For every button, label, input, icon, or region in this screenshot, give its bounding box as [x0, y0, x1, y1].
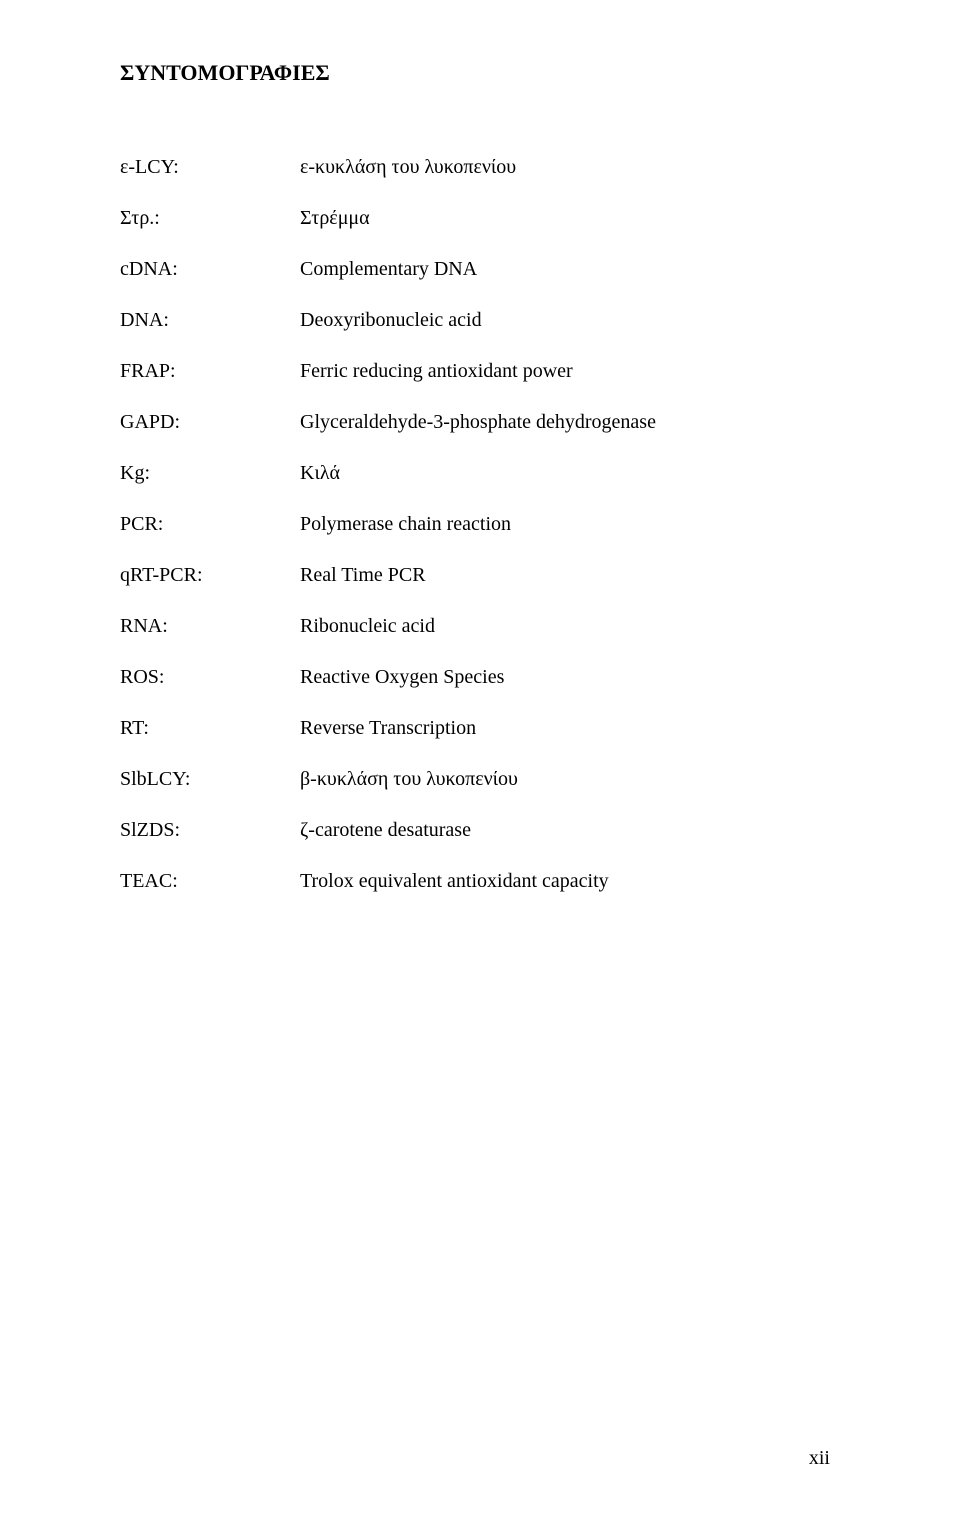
list-item: DNA: Deoxyribonucleic acid [120, 309, 840, 332]
abbr-term: qRT-PCR: [120, 564, 300, 587]
list-item: PCR: Polymerase chain reaction [120, 513, 840, 536]
abbr-definition: Real Time PCR [300, 564, 840, 587]
abbr-term: Στρ.: [120, 207, 300, 230]
abbr-term: GAPD: [120, 411, 300, 434]
list-item: ε-LCY: ε-κυκλάση του λυκοπενίου [120, 156, 840, 179]
page-number: xii [809, 1447, 830, 1470]
list-item: GAPD: Glyceraldehyde-3-phosphate dehydro… [120, 411, 840, 434]
abbr-definition: Στρέμμα [300, 207, 840, 230]
page-title: ΣΥΝΤΟΜΟΓΡΑΦΙΕΣ [120, 60, 840, 86]
list-item: RT: Reverse Transcription [120, 717, 840, 740]
abbr-definition: ζ-carotene desaturase [300, 819, 840, 842]
list-item: ROS: Reactive Oxygen Species [120, 666, 840, 689]
abbr-definition: Reactive Oxygen Species [300, 666, 840, 689]
list-item: SlZDS: ζ-carotene desaturase [120, 819, 840, 842]
abbr-term: FRAP: [120, 360, 300, 383]
abbr-definition: Deoxyribonucleic acid [300, 309, 840, 332]
abbreviation-list: ε-LCY: ε-κυκλάση του λυκοπενίου Στρ.: Στ… [120, 156, 840, 893]
abbr-term: Kg: [120, 462, 300, 485]
list-item: qRT-PCR: Real Time PCR [120, 564, 840, 587]
abbr-term: TEAC: [120, 870, 300, 893]
abbr-term: SlZDS: [120, 819, 300, 842]
abbr-term: ε-LCY: [120, 156, 300, 179]
abbr-term: cDNA: [120, 258, 300, 281]
list-item: Στρ.: Στρέμμα [120, 207, 840, 230]
abbr-definition: Glyceraldehyde-3-phosphate dehydrogenase [300, 411, 840, 434]
abbr-term: SlbLCY: [120, 768, 300, 791]
list-item: Kg: Κιλά [120, 462, 840, 485]
abbr-definition: Polymerase chain reaction [300, 513, 840, 536]
abbr-definition: Κιλά [300, 462, 840, 485]
abbr-definition: Ferric reducing antioxidant power [300, 360, 840, 383]
list-item: TEAC: Trolox equivalent antioxidant capa… [120, 870, 840, 893]
abbr-definition: β-κυκλάση του λυκοπενίου [300, 768, 840, 791]
abbr-definition: Complementary DNA [300, 258, 840, 281]
list-item: cDNA: Complementary DNA [120, 258, 840, 281]
page-container: ΣΥΝΤΟΜΟΓΡΑΦΙΕΣ ε-LCY: ε-κυκλάση του λυκο… [0, 0, 960, 1520]
abbr-term: DNA: [120, 309, 300, 332]
abbr-term: RNA: [120, 615, 300, 638]
abbr-definition: Trolox equivalent antioxidant capacity [300, 870, 840, 893]
abbr-definition: ε-κυκλάση του λυκοπενίου [300, 156, 840, 179]
abbr-definition: Ribonucleic acid [300, 615, 840, 638]
abbr-definition: Reverse Transcription [300, 717, 840, 740]
abbr-term: PCR: [120, 513, 300, 536]
abbr-term: RT: [120, 717, 300, 740]
list-item: SlbLCY: β-κυκλάση του λυκοπενίου [120, 768, 840, 791]
list-item: RNA: Ribonucleic acid [120, 615, 840, 638]
abbr-term: ROS: [120, 666, 300, 689]
list-item: FRAP: Ferric reducing antioxidant power [120, 360, 840, 383]
